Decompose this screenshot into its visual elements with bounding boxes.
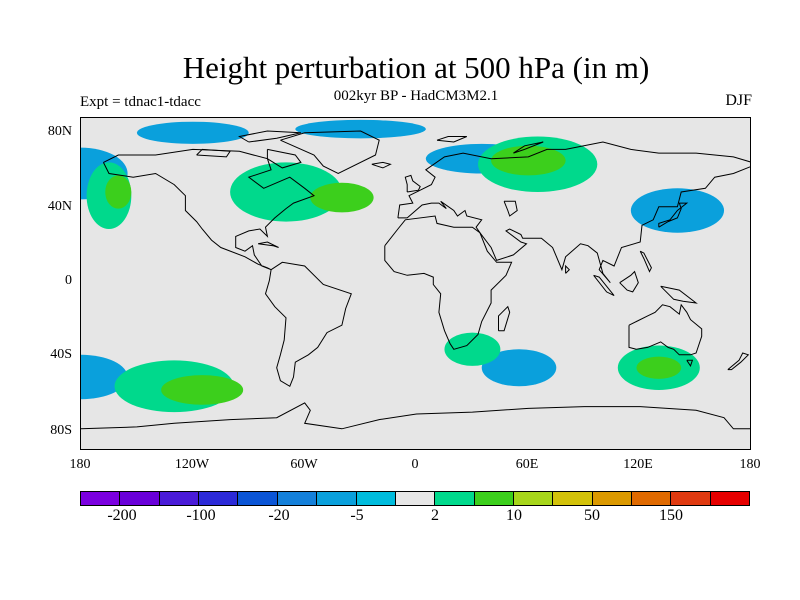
season-label: DJF [725, 92, 752, 109]
colorbar-cell-5 [277, 492, 318, 505]
coast-africa [384, 215, 513, 350]
lat-label-80n: 80N [47, 124, 72, 139]
colorbar-label-minus200: -200 [107, 507, 137, 524]
lat-label-0: 0 [65, 273, 72, 288]
coast-madagascar [498, 305, 511, 332]
colorbar-cell-16 [710, 492, 750, 505]
height-perturbation-map [81, 119, 750, 430]
coast-south-america [264, 261, 352, 388]
coastlines [81, 130, 750, 430]
coast-north-america [102, 148, 316, 271]
field-region-12 [444, 332, 501, 366]
coast-iceland [371, 161, 392, 169]
colorbar-label-2: 2 [431, 507, 439, 524]
coast-japan [658, 202, 689, 228]
coast-antarctica [81, 402, 750, 430]
colorbar-label-minus20: -20 [268, 507, 290, 524]
coast-svalbard [436, 136, 467, 143]
lat-label-80s: 80S [50, 423, 72, 438]
lon-label-120w: 120W [174, 457, 210, 472]
colorbar-label-minus5: -5 [350, 507, 364, 524]
colorbar-label-minus100: -100 [186, 507, 216, 524]
field-region-14 [310, 182, 374, 213]
colorbar-label-150: 150 [659, 507, 683, 524]
lon-label-0: 0 [411, 457, 419, 472]
colorbar-cell-15 [671, 492, 711, 505]
coast-caspian [503, 200, 518, 217]
colorbar-label-50: 50 [584, 507, 600, 524]
colorbar-cell-0 [81, 492, 121, 505]
lat-label-40s: 40S [50, 347, 72, 362]
colorbar-cell-3 [199, 492, 239, 505]
colorbar-cell-2 [159, 492, 200, 505]
coast-new-zealand [727, 352, 750, 371]
colorbar-label-10: 10 [506, 507, 522, 524]
coast-tasmania [686, 359, 694, 368]
field-region-17 [161, 375, 244, 405]
map-panel [80, 117, 751, 450]
colorbar-cell-9 [435, 492, 475, 505]
lon-label-180e: 180 [739, 457, 761, 472]
coast-philippines [639, 250, 652, 273]
colorbar-cell-11 [513, 492, 554, 505]
field-region-2 [295, 119, 426, 139]
field-contours [81, 119, 725, 413]
lon-label-60e: 60E [515, 457, 539, 472]
plot-subtitle: 002kyr BP - HadCM3M2.1 [333, 88, 499, 104]
colorbar-cell-12 [553, 492, 593, 505]
coast-victoria-island [196, 148, 231, 158]
coast-baffin [266, 148, 302, 169]
coast-borneo [619, 270, 639, 293]
lat-label-40n: 40N [47, 199, 72, 214]
coast-ellesmere [238, 130, 302, 143]
field-region-1 [136, 121, 249, 144]
colorbar-cell-10 [474, 492, 514, 505]
colorbar-cell-4 [238, 492, 278, 505]
field-region-13 [105, 175, 132, 209]
coast-greenland [280, 130, 380, 175]
colorbar-cell-6 [317, 492, 357, 505]
coast-britain [404, 174, 421, 193]
lon-label-120e: 120E [623, 457, 653, 472]
coast-new-guinea [660, 285, 698, 304]
coast-sumatra [593, 274, 615, 297]
colorbar [80, 491, 750, 506]
experiment-label: Expt = tdnac1-tdacc [80, 94, 201, 110]
coast-australia [628, 303, 703, 356]
field-region-6 [481, 349, 557, 387]
coast-novaya-zemlya [513, 141, 544, 154]
field-region-8 [230, 162, 342, 222]
colorbar-cell-13 [592, 492, 633, 505]
field-region-15 [491, 145, 566, 176]
colorbar-cell-7 [356, 492, 396, 505]
coast-cuba [258, 241, 279, 248]
lon-label-180w: 180 [69, 457, 91, 472]
lon-label-60w: 60W [290, 457, 318, 472]
coast-eurasia [397, 141, 750, 284]
field-region-16 [636, 356, 682, 379]
colorbar-cell-14 [632, 492, 672, 505]
colorbar-cell-1 [120, 492, 160, 505]
colorbar-cell-8 [395, 492, 436, 505]
coast-sri-lanka [565, 264, 571, 274]
plot-title: Height perturbation at 500 hPa (in m) [182, 50, 650, 85]
